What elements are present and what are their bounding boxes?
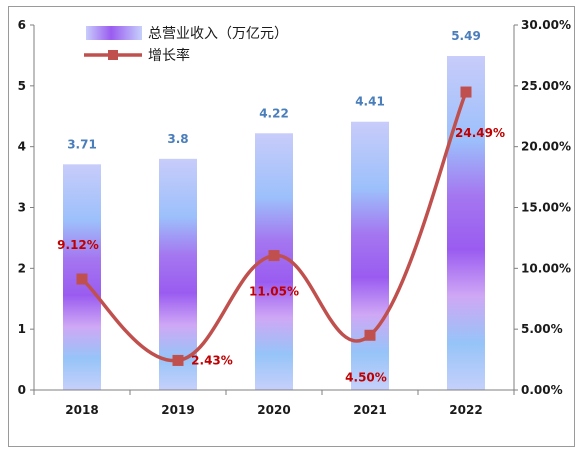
axes-layer: 0 1 2 3 4 5 6 0.00% 5.00% 10.00% 15.00% 20.00% 25.00… <box>18 18 571 417</box>
rate-value-label: 11.05% <box>249 285 299 299</box>
right-tick-label: 30.00% <box>521 18 571 32</box>
bar-value-label: 5.49 <box>451 29 481 43</box>
right-tick-label: 20.00% <box>521 140 571 154</box>
right-tick-label: 0.00% <box>521 383 563 397</box>
labels-layer: 3.71 3.8 4.22 4.41 5.49 9.12% 2.43% 11.05% 4.50%… <box>57 29 505 384</box>
x-tick-label: 2020 <box>257 403 290 417</box>
left-tick-label: 4 <box>18 140 26 154</box>
rate-point-2018 <box>76 273 88 285</box>
bar-2019 <box>159 158 197 390</box>
bar-2021 <box>351 121 389 390</box>
rate-point-2022 <box>460 86 472 98</box>
bar-value-label: 3.71 <box>67 137 97 151</box>
right-tick-label: 10.00% <box>521 261 571 275</box>
bar-value-label: 3.8 <box>167 132 188 146</box>
growth-rate-line <box>80 91 468 363</box>
right-tick-label: 15.00% <box>521 201 571 215</box>
rate-value-label: 2.43% <box>191 353 233 367</box>
right-tick-label: 5.00% <box>521 322 563 336</box>
bar-2022 <box>447 56 485 391</box>
rate-value-label: 4.50% <box>345 370 387 384</box>
rate-value-label: 24.49% <box>455 126 505 140</box>
bars-layer <box>63 56 485 391</box>
left-tick-label: 2 <box>18 261 26 275</box>
legend-line-label: 增长率 <box>148 47 190 64</box>
x-tick-label: 2019 <box>161 403 194 417</box>
x-tick-label: 2021 <box>353 403 386 417</box>
rate-point-2020 <box>268 250 280 262</box>
legend-line-marker <box>108 50 118 60</box>
bar-value-label: 4.22 <box>259 106 289 120</box>
line-layer <box>76 86 472 366</box>
left-tick-label: 6 <box>18 18 26 32</box>
left-tick-label: 5 <box>18 79 26 93</box>
rate-value-label: 9.12% <box>57 238 99 252</box>
legend: 总营业收入（万亿元） 增长率 <box>84 26 288 64</box>
left-tick-label: 0 <box>18 383 26 397</box>
rate-point-2021 <box>364 329 376 341</box>
x-tick-label: 2022 <box>449 403 482 417</box>
x-tick-label: 2018 <box>65 403 98 417</box>
left-tick-label: 1 <box>18 322 26 336</box>
legend-bar-label: 总营业收入（万亿元） <box>148 26 288 42</box>
rate-point-2019 <box>172 354 184 366</box>
bar-value-label: 4.41 <box>355 95 385 109</box>
legend-bar-swatch <box>86 26 142 40</box>
right-tick-label: 25.00% <box>521 79 571 93</box>
left-tick-label: 3 <box>18 201 26 215</box>
